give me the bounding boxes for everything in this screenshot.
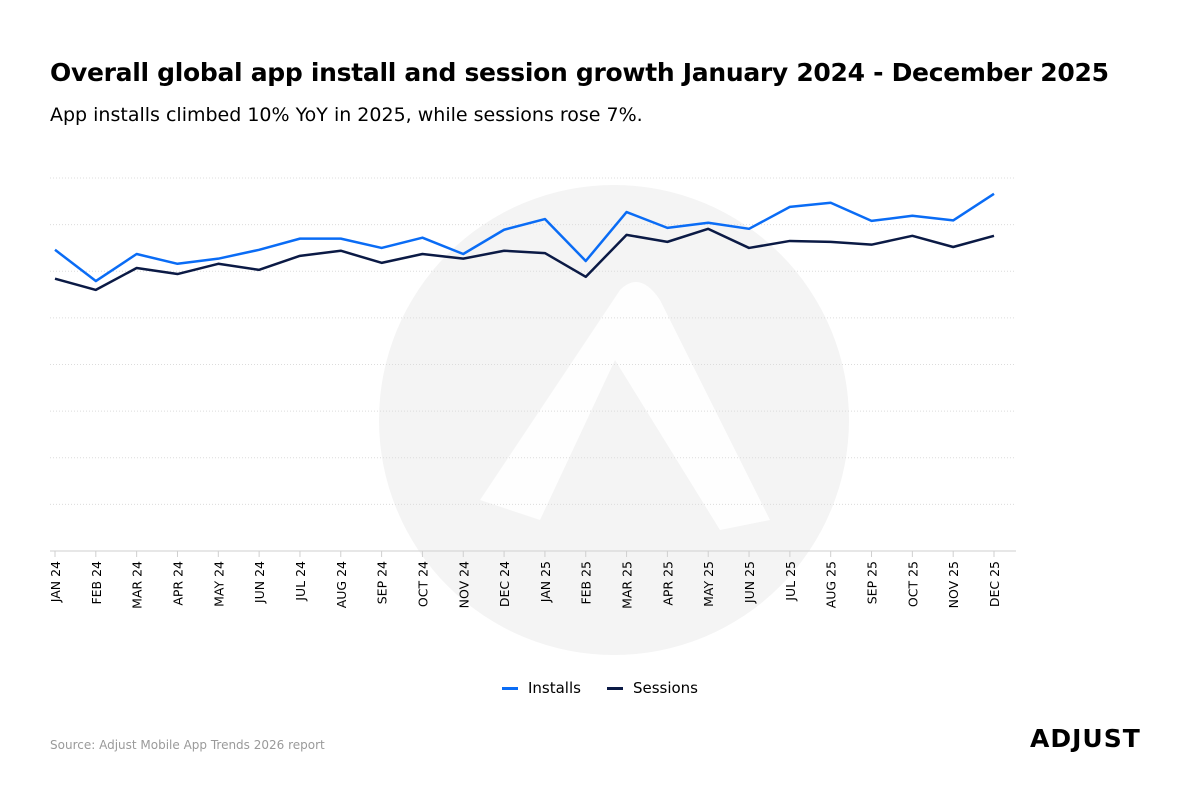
x-tick-label: DEC 25 — [987, 561, 1002, 607]
x-tick-label: FEB 25 — [579, 561, 594, 605]
x-tick-label: DEC 24 — [497, 561, 512, 607]
x-tick-label: SEP 25 — [865, 561, 880, 604]
x-tick-label: JUL 24 — [293, 561, 308, 602]
x-tick-label: JUL 25 — [783, 561, 798, 602]
legend-swatch-installs — [501, 686, 518, 690]
legend-label-sessions: Sessions — [632, 679, 698, 697]
x-tick-label: JUN 24 — [252, 561, 267, 604]
x-tick-label: MAY 24 — [211, 561, 226, 607]
x-tick-label: JAN 25 — [538, 561, 553, 603]
x-tick-label: MAR 25 — [620, 561, 635, 609]
legend-item-installs: Installs — [501, 679, 581, 697]
x-tick-label: APR 24 — [170, 561, 185, 606]
x-tick-label: SEP 24 — [375, 561, 390, 604]
x-tick-label: APR 25 — [660, 561, 675, 606]
legend-item-sessions: Sessions — [606, 679, 698, 697]
adjust-logo: ADJUST — [1030, 724, 1141, 753]
x-tick-label: FEB 24 — [89, 561, 104, 605]
legend-swatch-sessions — [606, 686, 623, 690]
series-line-installs — [54, 192, 995, 283]
chart-subtitle: App installs climbed 10% YoY in 2025, wh… — [50, 104, 643, 126]
chart-title: Overall global app install and session g… — [50, 58, 1109, 87]
x-tick-label: AUG 24 — [334, 561, 349, 608]
legend-label-installs: Installs — [527, 679, 581, 697]
x-tick-label: NOV 24 — [456, 561, 471, 608]
x-tick-label: OCT 25 — [905, 561, 920, 607]
x-tick-label: JUN 25 — [742, 561, 757, 604]
source-note: Source: Adjust Mobile App Trends 2026 re… — [50, 738, 325, 752]
x-tick-label: OCT 24 — [415, 561, 430, 607]
watermark-logo — [379, 185, 849, 655]
series-line-sessions — [54, 227, 995, 292]
x-tick-label: MAR 24 — [130, 561, 145, 609]
legend: Installs Sessions — [0, 679, 1200, 697]
x-tick-label: JAN 24 — [48, 561, 63, 603]
x-tick-label: AUG 25 — [824, 561, 839, 608]
x-tick-label: MAY 25 — [701, 561, 716, 607]
x-tick-label: NOV 25 — [946, 561, 961, 608]
